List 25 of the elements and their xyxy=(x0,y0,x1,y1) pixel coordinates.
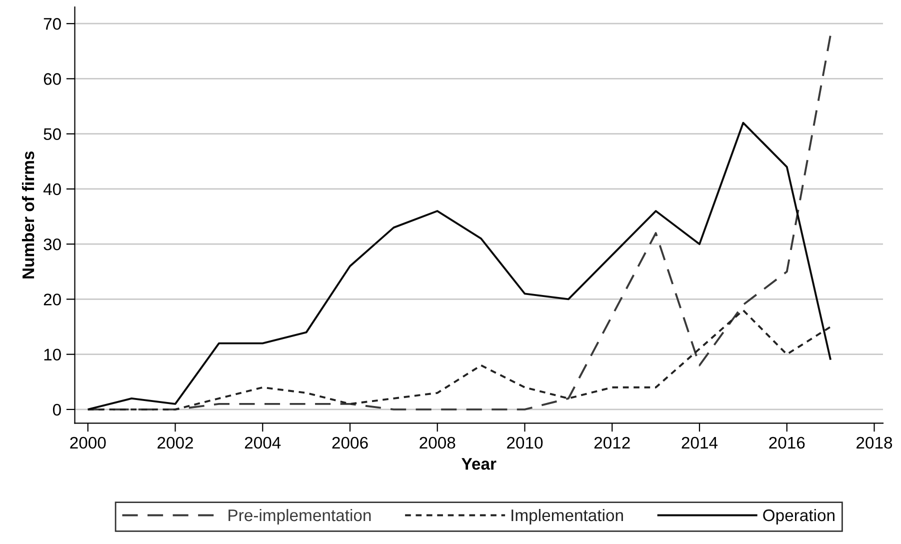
x-tick-label: 2002 xyxy=(158,436,193,449)
y-axis-title: Number of firms xyxy=(22,151,34,278)
y-tick-label: 20 xyxy=(44,294,61,306)
x-tick-label: 2010 xyxy=(507,436,543,449)
x-tick-label: 2014 xyxy=(682,436,718,449)
y-tick-label: 50 xyxy=(44,128,61,140)
text: Implementation xyxy=(512,508,623,525)
y-tick-label: 30 xyxy=(44,238,61,250)
y-tick-label: 10 xyxy=(44,348,61,361)
text: Pre-implementation xyxy=(228,508,371,525)
x-tick-label: 2006 xyxy=(332,436,368,449)
x-tick-label: 2016 xyxy=(769,436,805,449)
x-tick-label: 2008 xyxy=(420,436,456,449)
x-axis-title: Year xyxy=(462,458,496,470)
y-tick-label: 60 xyxy=(44,73,61,85)
y-tick-label: 70 xyxy=(44,18,61,30)
line-series xyxy=(86,122,832,410)
x-tick-label: 2012 xyxy=(594,436,630,449)
y-tick-label: 0 xyxy=(52,404,61,416)
text: Operation xyxy=(763,508,834,525)
x-tick-label: 2000 xyxy=(70,436,106,449)
y-tick-label: 40 xyxy=(43,183,61,196)
x-tick-label: 2018 xyxy=(856,436,892,449)
x-tick-label: 2004 xyxy=(244,436,281,449)
line-series xyxy=(86,309,832,410)
